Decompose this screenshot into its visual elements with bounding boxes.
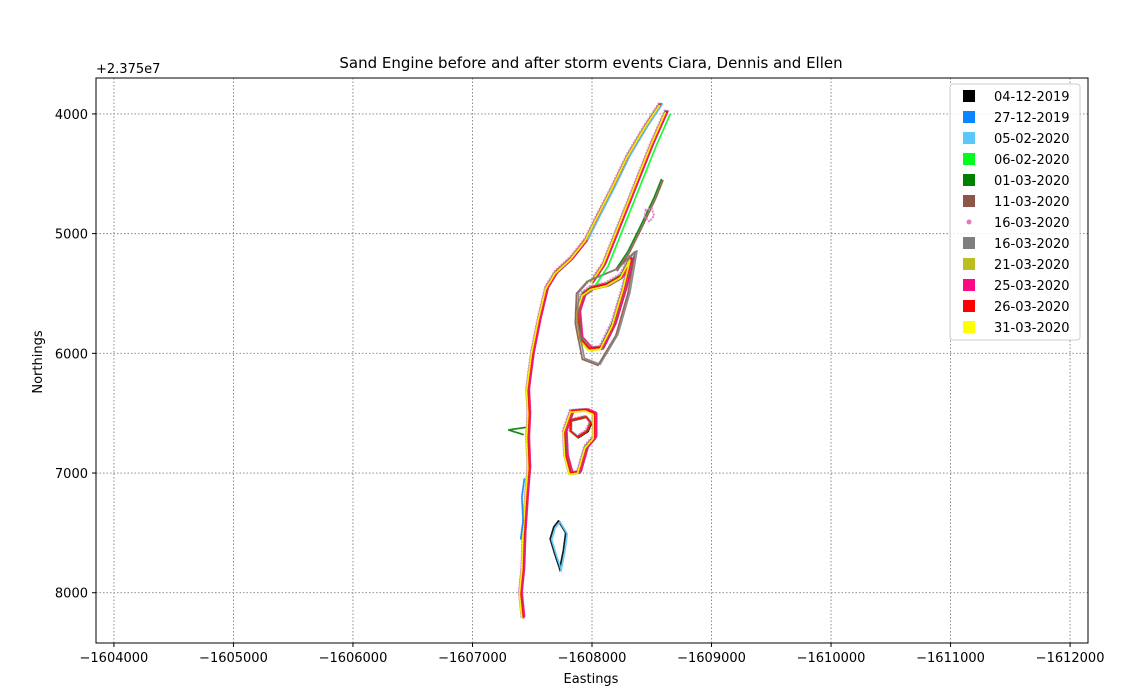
y-axis-label: Northings: [31, 330, 46, 393]
spit-trace: [592, 110, 669, 282]
inlet-trace: [643, 207, 656, 224]
spit-trace: [589, 109, 666, 282]
x-tick-label: −1611000: [916, 651, 985, 666]
y-offset-text: +2.375e7: [96, 62, 160, 77]
x-tick-label: −1609000: [677, 651, 746, 666]
legend-marker: [963, 300, 975, 312]
legend-label: 16-03-2020: [994, 216, 1070, 231]
legend-label: 16-03-2020: [994, 237, 1070, 252]
x-tick-label: −1604000: [80, 651, 149, 666]
legend-label: 01-03-2020: [994, 174, 1070, 189]
legend-marker: [966, 219, 972, 225]
island-trace: [565, 408, 598, 474]
legend-marker: [963, 174, 975, 186]
outer-spit-trace: [615, 178, 663, 271]
x-tick-label: −1610000: [797, 651, 866, 666]
y-tick-label: 6000: [55, 347, 88, 362]
y-tick-label: 8000: [55, 587, 88, 602]
legend: 04-12-2019 27-12-2019 05-02-2020 06-02-2020…: [949, 83, 1081, 341]
legend-marker: [963, 111, 975, 123]
x-tick-label: −1607000: [438, 651, 507, 666]
legend-label: 25-03-2020: [994, 279, 1070, 294]
spit-edge-trace: [587, 103, 663, 241]
island-trace: [562, 410, 595, 476]
y-tick-label: 7000: [55, 467, 88, 482]
legend-label: 11-03-2020: [994, 195, 1070, 210]
legend-marker: [963, 258, 975, 270]
grid-layer: [96, 78, 1088, 643]
legend-label: 06-02-2020: [994, 153, 1070, 168]
legend-marker: [963, 237, 975, 249]
legend-frame: [949, 83, 1081, 341]
lagoon-outer-trace: [576, 248, 639, 366]
legend-label: 05-02-2020: [994, 132, 1070, 147]
island-inner-trace: [569, 415, 592, 439]
legend-marker: [963, 195, 975, 207]
spit-trace: [590, 112, 667, 284]
x-tick-label: −1605000: [199, 651, 268, 666]
legend-marker: [963, 321, 975, 333]
data-layer: [508, 102, 671, 619]
notch-trace: [508, 426, 526, 436]
spit-edge-trace: [595, 113, 671, 286]
y-tick-label: 5000: [55, 228, 88, 243]
south-patch-trace: [550, 521, 569, 574]
chart-title: Sand Engine before and after storm event…: [339, 54, 842, 72]
legend-label: 21-03-2020: [994, 258, 1070, 273]
y-tick-label: 4000: [55, 108, 88, 123]
island-inner-trace: [568, 414, 591, 438]
tick-layer: −1604000 −1605000 −1606000 −1607000 −1608000…: [55, 108, 1105, 666]
legend-marker: [963, 132, 975, 144]
legend-label: 27-12-2019: [994, 111, 1070, 126]
shoreline-trace: [518, 104, 661, 619]
legend-marker: [963, 90, 975, 102]
outer-spit-trace: [616, 179, 664, 272]
x-axis-label: Eastings: [564, 672, 619, 687]
x-tick-label: −1608000: [558, 651, 627, 666]
x-tick-label: −1612000: [1036, 651, 1105, 666]
legend-label: 26-03-2020: [994, 300, 1070, 315]
legend-label: 04-12-2019: [994, 90, 1070, 105]
legend-marker: [963, 153, 975, 165]
legend-label: 31-03-2020: [994, 321, 1070, 336]
legend-marker: [963, 279, 975, 291]
south-patch-trace: [549, 520, 567, 573]
x-tick-label: −1606000: [319, 651, 388, 666]
south-blue-trace: [519, 478, 526, 540]
